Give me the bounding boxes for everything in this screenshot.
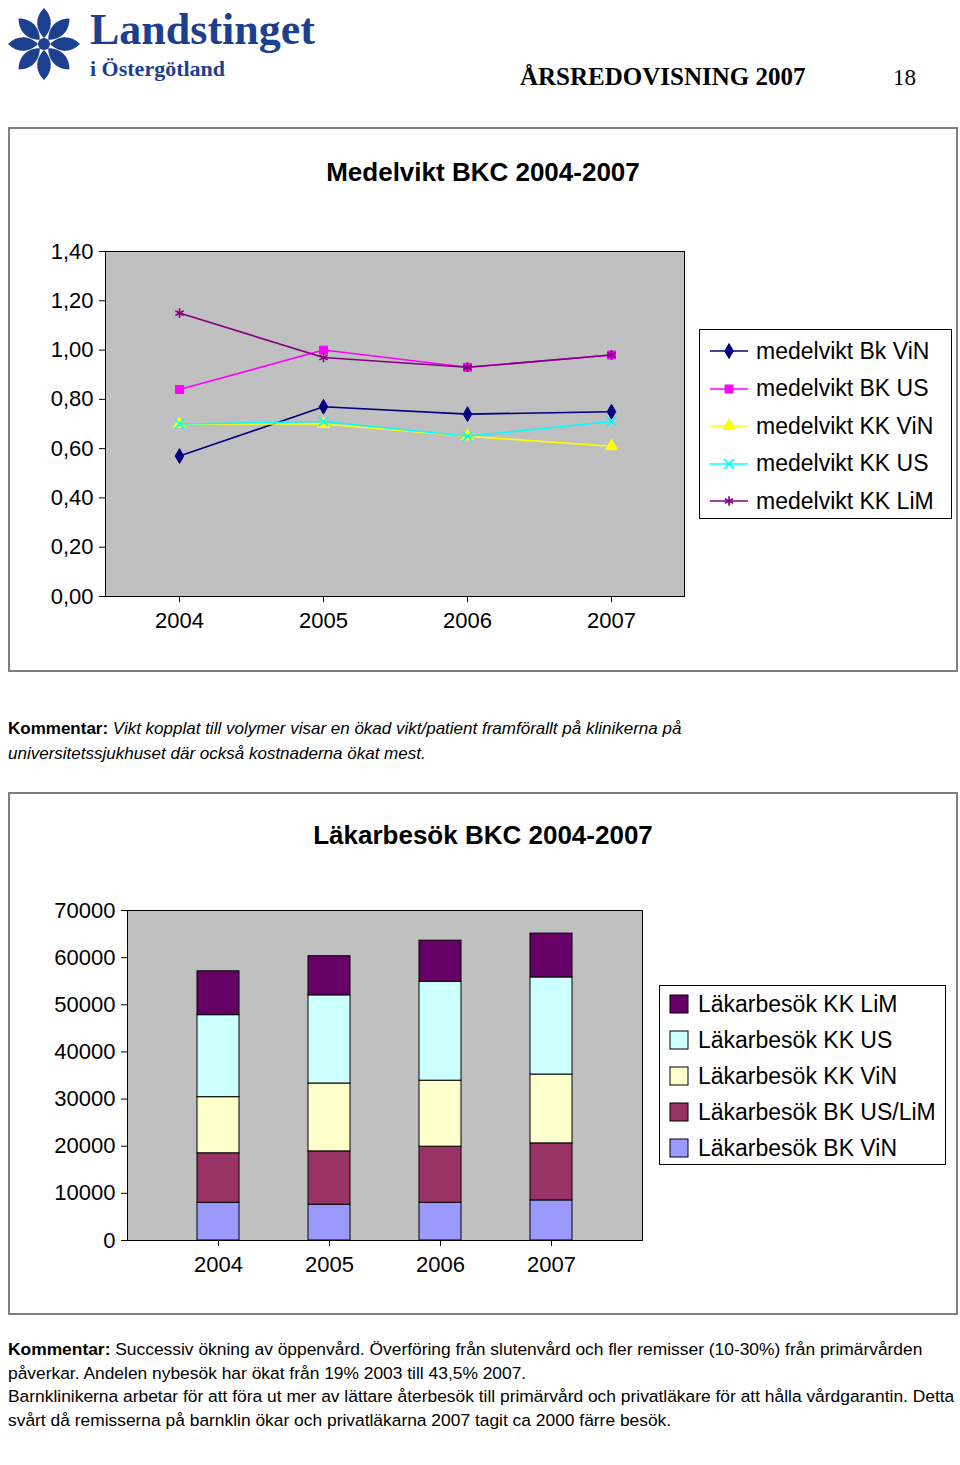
svg-text:2004: 2004 bbox=[194, 1252, 243, 1277]
svg-text:2006: 2006 bbox=[443, 608, 492, 633]
svg-text:20000: 20000 bbox=[54, 1133, 115, 1158]
html-text:Landstinget: Landstinget bbox=[90, 5, 315, 54]
html-text:Medelvikt BKC 2004-2007: Medelvikt BKC 2004-2007 bbox=[326, 157, 640, 187]
svg-text:10000: 10000 bbox=[54, 1180, 115, 1205]
svg-text:70000: 70000 bbox=[54, 898, 115, 923]
html-text:medelvikt KK LiM: medelvikt KK LiM bbox=[756, 487, 934, 514]
svg-text:0,20: 0,20 bbox=[51, 534, 94, 559]
svg-text:2007: 2007 bbox=[587, 608, 636, 633]
svg-text:2007: 2007 bbox=[527, 1252, 576, 1277]
html-text:medelvikt KK US: medelvikt KK US bbox=[756, 450, 929, 476]
svg-text:2004: 2004 bbox=[155, 608, 204, 633]
svg-text:2005: 2005 bbox=[299, 608, 348, 633]
html-text:Barnklinikerna arbetar för att: Barnklinikerna arbetar för att föra ut m… bbox=[8, 1386, 955, 1430]
svg-text:1,20: 1,20 bbox=[51, 288, 94, 313]
html-text:medelvikt Bk ViN: medelvikt Bk ViN bbox=[756, 337, 930, 364]
html-text:Läkarbesök KK US: Läkarbesök KK US bbox=[698, 1026, 893, 1053]
html-text:medelvikt KK ViN: medelvikt KK ViN bbox=[756, 412, 934, 439]
svg-text:0,00: 0,00 bbox=[51, 584, 94, 609]
html-text:Läkarbesök KK ViN: Läkarbesök KK ViN bbox=[698, 1062, 897, 1089]
svg-text:0,80: 0,80 bbox=[51, 386, 94, 411]
html-text:18: 18 bbox=[893, 65, 916, 90]
svg-text:2005: 2005 bbox=[305, 1252, 354, 1277]
svg-text:1,40: 1,40 bbox=[51, 239, 94, 264]
svg-text:40000: 40000 bbox=[54, 1039, 115, 1064]
html-text:Läkarbesök KK LiM: Läkarbesök KK LiM bbox=[698, 990, 898, 1017]
html-text:Läkarbesök BKC 2004-2007: Läkarbesök BKC 2004-2007 bbox=[313, 820, 653, 850]
html-text:Läkarbesök BK ViN: Läkarbesök BK ViN bbox=[698, 1134, 897, 1161]
svg-text:0: 0 bbox=[103, 1228, 115, 1253]
html-text:i Östergötland: i Östergötland bbox=[90, 56, 226, 81]
svg-text:2006: 2006 bbox=[416, 1252, 465, 1277]
html-text:ÅRSREDOVISNING 2007: ÅRSREDOVISNING 2007 bbox=[520, 63, 806, 90]
svg-text:1,00: 1,00 bbox=[51, 337, 94, 362]
svg-text:30000: 30000 bbox=[54, 1086, 115, 1111]
svg-text:0,40: 0,40 bbox=[51, 485, 94, 510]
html-text:Kommentar: Vikt kopplat till v: Kommentar: Vikt kopplat till volymer vis… bbox=[8, 719, 682, 763]
html-text:Läkarbesök BK US/LiM: Läkarbesök BK US/LiM bbox=[698, 1098, 936, 1125]
svg-text:60000: 60000 bbox=[54, 945, 115, 970]
html-text:medelvikt BK US: medelvikt BK US bbox=[756, 375, 929, 401]
html-text:Kommentar: Successiv ökning av: Kommentar: Successiv ökning av öppenvård… bbox=[8, 1339, 923, 1383]
svg-text:50000: 50000 bbox=[54, 992, 115, 1017]
svg-text:0,60: 0,60 bbox=[51, 436, 94, 461]
